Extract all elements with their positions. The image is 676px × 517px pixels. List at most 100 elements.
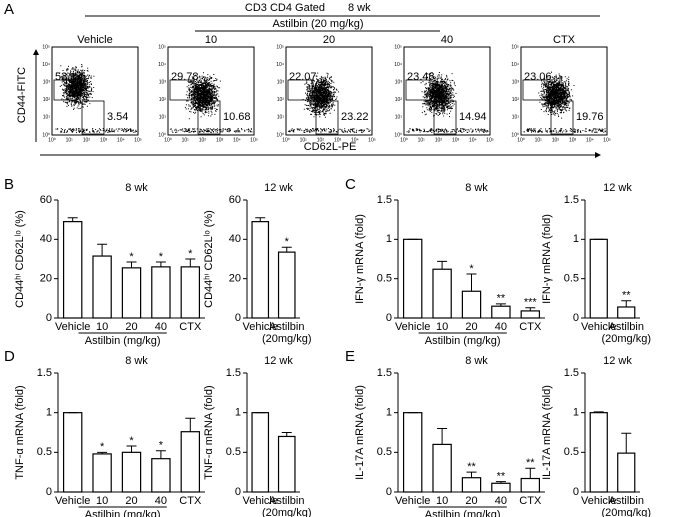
plot-frame [167, 46, 255, 136]
bar [151, 458, 171, 493]
gate-lower [550, 100, 574, 135]
flow-x-tick: 10³ [100, 137, 108, 143]
bar [520, 477, 541, 493]
y-tick-label: 0 [386, 312, 392, 324]
gate-upper [405, 79, 431, 101]
x-tick-label: 20 [465, 321, 477, 333]
y-tick-label: 60 [40, 194, 52, 206]
significance: * [469, 263, 474, 275]
x-tick-label: Vehicle [581, 321, 616, 333]
bar [62, 221, 83, 319]
flow-y-tick: 10¹ [43, 115, 51, 121]
flow-y-tick: 10¹ [512, 115, 520, 121]
gate-lower [81, 100, 105, 135]
bar [432, 268, 452, 319]
error-bar [281, 432, 292, 437]
plot-label: CTX [553, 34, 576, 46]
panel-letter: B [4, 176, 14, 193]
dots [406, 72, 489, 133]
dots [55, 64, 137, 133]
x-tick-label: 40 [495, 321, 507, 333]
error-bar [525, 467, 536, 479]
flow-x-tick: 10² [552, 137, 560, 143]
y-tick-label: 0 [46, 312, 52, 324]
flow-x-tick: 10⁴ [586, 137, 594, 143]
flow-x-tick: 10⁵ [486, 137, 494, 143]
chart-title: 8 wk [465, 182, 488, 194]
bar [180, 266, 201, 319]
bar [251, 412, 270, 493]
x-tick-label: Vehicle [395, 321, 430, 333]
x-tick-label: 10 [436, 321, 448, 333]
x-tick-label: Vehicle [395, 495, 430, 507]
bar [617, 452, 636, 493]
x-tick-label: Vehicle [243, 321, 278, 333]
error-bar [97, 243, 108, 257]
x-tick-label: CTX [519, 321, 542, 333]
gate-lower [197, 100, 221, 135]
flow-y-tick: 10¹ [395, 115, 403, 121]
flow-y-tick: 10⁵ [394, 44, 402, 50]
y-tick-label: 1.5 [564, 367, 579, 379]
plot-frame [403, 46, 491, 136]
significance: * [285, 236, 290, 248]
x-tick-label: CTX [179, 321, 202, 333]
chart-title: 8 wk [465, 355, 488, 367]
significance: ** [467, 461, 476, 473]
error-bar [621, 300, 632, 307]
flow-x-tick: 10¹ [66, 137, 74, 143]
x-tick-label: 40 [155, 495, 167, 507]
flow-y-tick: 10² [159, 97, 167, 103]
bar [121, 451, 142, 493]
y-axis-label: TNF-α mRNA (fold) [14, 385, 26, 479]
significance: ** [497, 293, 506, 305]
flow-x-tick: 10³ [334, 137, 342, 143]
flow-x-tick: 10⁵ [134, 137, 142, 143]
error-bar [185, 417, 196, 432]
y-axis-label: IL-17A mRNA (fold) [354, 385, 366, 480]
significance: * [100, 441, 105, 453]
y-tick-label: 1.5 [37, 367, 52, 379]
bar [251, 221, 270, 319]
flow-x-tick: 10¹ [182, 137, 190, 143]
x-tick-label: Astilbin [269, 495, 304, 507]
y-axis-label: IFN-γ mRNA (fold) [541, 214, 553, 304]
flow-x-tick: 10⁰ [48, 137, 56, 143]
x-tick-label: Vehicle [581, 495, 616, 507]
y-tick-label: 1 [386, 407, 392, 419]
y-tick-label: 0.5 [377, 446, 392, 458]
flow-y-tick: 10² [277, 97, 285, 103]
bar [92, 453, 112, 493]
plot-frame [520, 46, 608, 136]
flow-y-tick: 10⁴ [511, 62, 519, 68]
plot-label: 40 [441, 34, 453, 46]
bar [461, 290, 482, 319]
gate-lower-value: 19.76 [576, 111, 604, 123]
x-tick-label: Vehicle [55, 321, 90, 333]
y-tick-label: 1 [386, 233, 392, 245]
bar [180, 431, 201, 493]
significance: * [129, 251, 134, 263]
gate-upper-value: 23.48 [407, 71, 435, 83]
flow-y-tick: 10³ [159, 80, 167, 86]
y-tick-label: 0.5 [37, 446, 52, 458]
bar [151, 266, 171, 319]
error-bar [621, 432, 632, 454]
bar [491, 305, 511, 319]
y-axis-label: IFN-γ mRNA (fold) [354, 214, 366, 304]
error-bar [525, 307, 536, 311]
y-tick-label: 1 [46, 407, 52, 419]
y-tick-label: 0 [386, 486, 392, 498]
y-axis-label: IL-17A mRNA (fold) [541, 385, 553, 480]
flow-y-tick: 10⁴ [158, 62, 166, 68]
error-bar [466, 471, 477, 478]
error-bar [437, 428, 448, 445]
bar [92, 255, 112, 319]
error-bar [593, 411, 604, 413]
bar [461, 477, 482, 493]
flow-x-tick: 10⁴ [351, 137, 359, 143]
x-tick-label: Astilbin [609, 495, 644, 507]
error-bar [126, 261, 137, 268]
flow-y-tick: 10⁵ [158, 44, 166, 50]
panel-letter: A [4, 1, 14, 18]
